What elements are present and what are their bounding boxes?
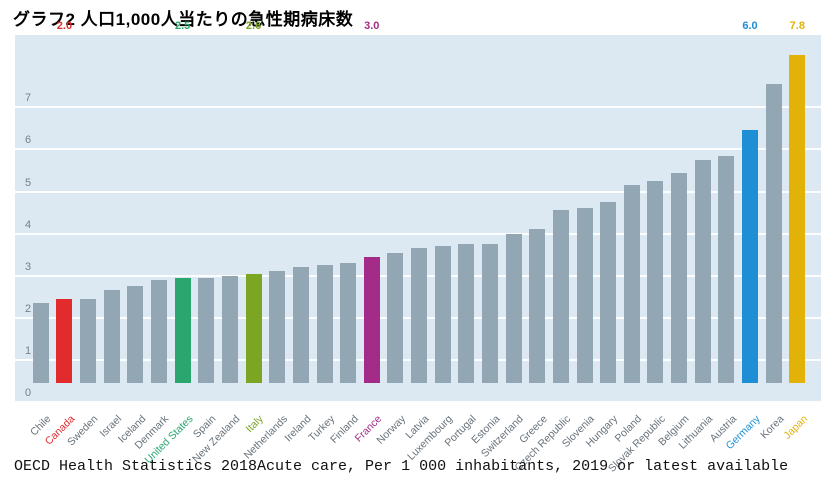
bar-japan [789,54,806,383]
bar-new-zealand [221,275,238,383]
bar-slot-portugal [455,35,479,383]
bar-slot-greece [525,35,549,383]
bar-slot-lithuania [691,35,715,383]
bar-slot-ireland [289,35,313,383]
gridline-7 [15,106,821,109]
bar-slovenia [576,208,593,383]
x-axis-labels: Chile Canada Sweden Israel Iceland Denmark Uni… [28,405,810,475]
x-label-korea: Korea [757,413,787,442]
bar-finland [340,263,357,383]
bar-switzerland [505,233,522,383]
bar-slot-new-zealand [218,35,242,383]
bar-lithuania [694,159,711,383]
bar-slot-latvia [407,35,431,383]
bar-spain [198,277,215,383]
gridline-4 [15,232,821,235]
bar-greece [529,229,546,383]
acute-beds-bar-chart: 0 1 2 3 4 5 6 7 2.0 2.5 2.6 3.0 6.0 7.8 Chile Canada S… [15,20,821,475]
bar-value-japan: 7.8 [789,20,805,32]
bar-slovak-republic [647,180,664,383]
bar-slot-korea [762,35,786,383]
y-tick-5: 5 [25,176,32,189]
bar-canada [56,298,73,383]
bar-slot-switzerland [502,35,526,383]
y-tick-4: 4 [25,218,32,231]
bar-iceland [127,286,144,383]
bar-slot-norway [384,35,408,383]
bar-slot-poland [620,35,644,383]
bar-belgium [671,172,688,383]
bar-germany [742,130,759,383]
bar-value-canada: 2.0 [56,20,73,32]
bar-slot-united-states: 2.5 [171,20,195,383]
gridline-5 [15,190,821,193]
bar-slot-luxembourg [431,35,455,383]
gridline-6 [15,148,821,151]
bar-slot-chile [29,35,53,383]
bar-slot-canada: 2.0 [53,20,77,383]
bar-slot-finland [336,35,360,383]
bar-luxembourg [434,246,451,383]
chart-title: グラフ2 人口1,000人当たりの急性期病床数 [13,10,354,29]
source-note: OECD Health Statistics 2018Acute care, P… [14,458,789,475]
bar-slot-sweden [76,35,100,383]
bar-czech-republic [552,210,569,383]
bar-latvia [411,248,428,383]
bar-ireland [292,267,309,383]
bar-slot-iceland [124,35,148,383]
bar-slot-czech-republic [549,35,573,383]
bar-poland [623,185,640,383]
bar-slot-slovenia [573,35,597,383]
bars-container: 2.0 2.5 2.6 3.0 6.0 7.8 [29,20,810,383]
y-tick-6: 6 [25,134,32,147]
bar-slot-slovak-republic [644,35,668,383]
bar-slot-israel [100,35,124,383]
bar-slot-italy: 2.6 [242,20,266,383]
bar-value-united-states: 2.5 [175,20,191,32]
bar-slot-turkey [313,35,337,383]
y-tick-1: 1 [25,344,32,357]
bar-austria [718,155,735,383]
bar-estonia [481,244,498,383]
bar-italy [245,273,262,383]
bar-slot-netherlands [265,35,289,383]
bar-france [363,256,380,383]
bar-chile [32,303,49,383]
bar-slot-japan: 7.8 [786,20,810,383]
bar-turkey [316,265,333,383]
bar-norway [387,252,404,383]
bar-netherlands [269,271,286,383]
bar-korea [765,84,782,383]
bar-value-italy: 2.6 [245,20,262,32]
bar-slot-germany: 6.0 [738,20,762,383]
bar-value-france: 3.0 [364,20,380,32]
bar-hungary [600,201,617,383]
bar-sweden [80,298,97,383]
gridline-0 [15,401,821,403]
bar-slot-denmark [147,35,171,383]
bar-denmark [151,279,168,383]
bar-slot-hungary [596,35,620,383]
bar-slot-france: 3.0 [360,20,384,383]
bar-israel [103,290,120,383]
x-label-japan: Japan [780,413,810,442]
bar-slot-belgium [667,35,691,383]
bar-slot-austria [715,35,739,383]
bar-slot-spain [194,35,218,383]
y-tick-7: 7 [25,92,32,105]
bar-value-germany: 6.0 [742,20,758,32]
bar-united-states [174,277,191,383]
y-tick-0: 0 [25,387,32,399]
y-tick-2: 2 [25,302,32,315]
y-tick-3: 3 [25,260,32,273]
bar-portugal [458,244,475,383]
bar-slot-estonia [478,35,502,383]
plot-area: 0 1 2 3 4 5 6 7 2.0 2.5 2.6 3.0 6.0 7.8 [15,20,821,403]
